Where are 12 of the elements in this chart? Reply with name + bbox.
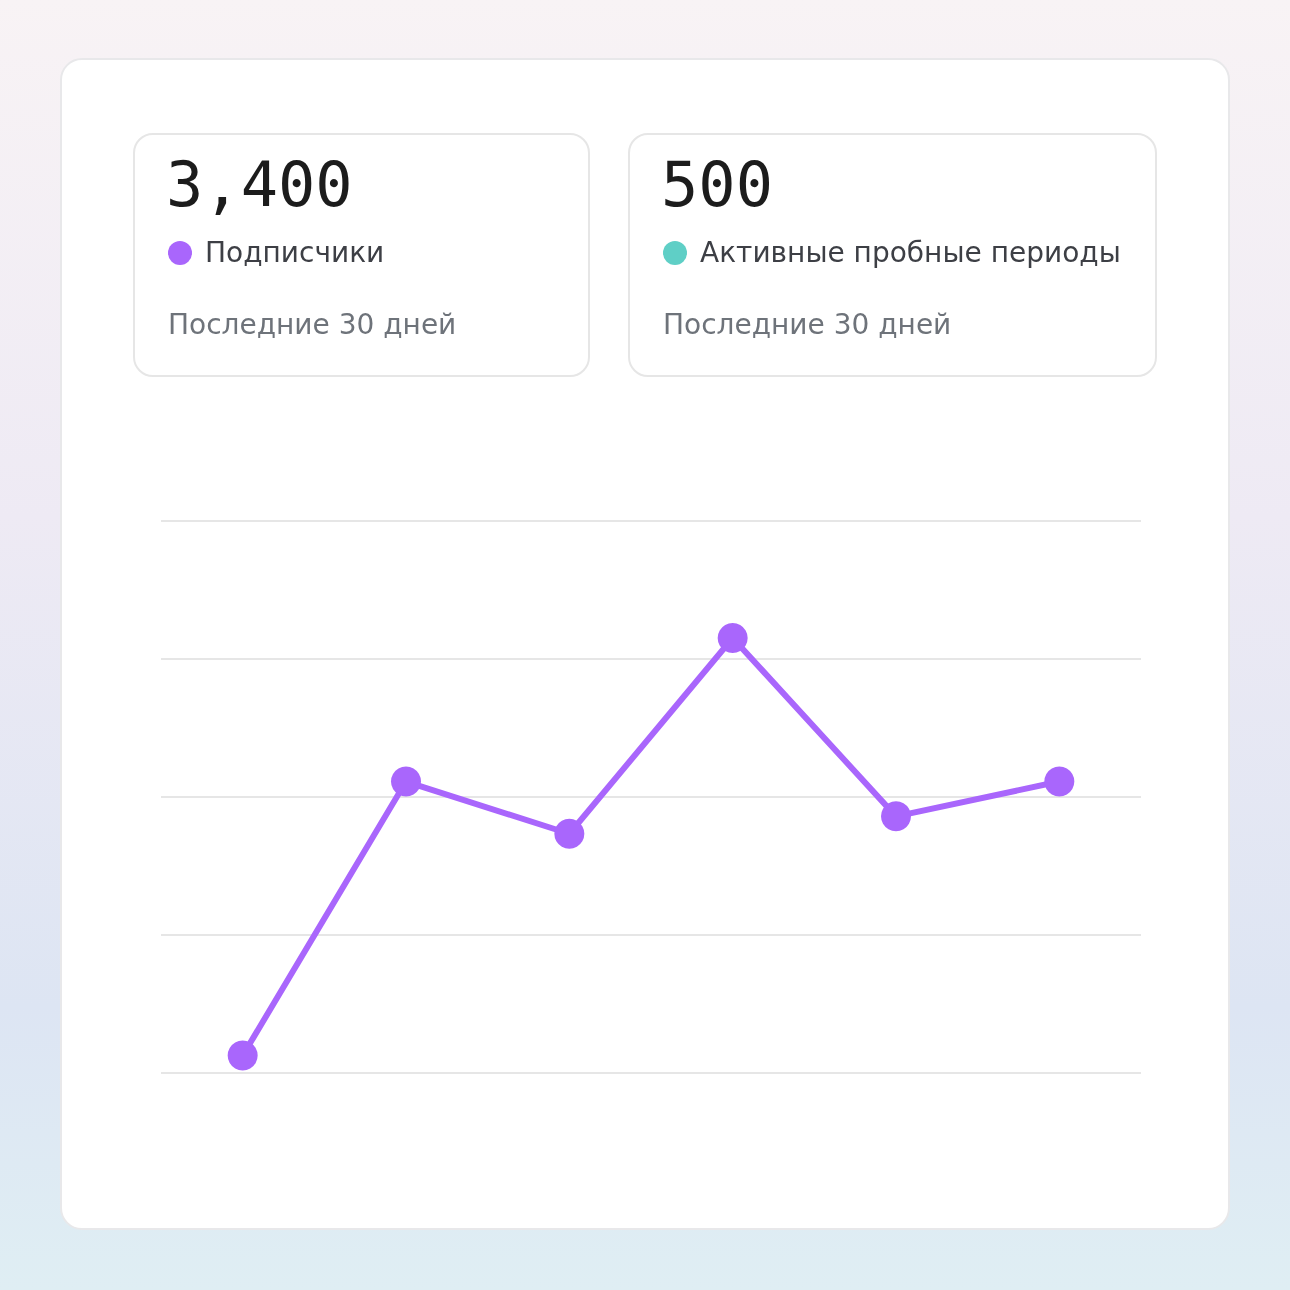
point bbox=[1044, 766, 1075, 797]
point bbox=[881, 801, 911, 832]
text: 500 bbox=[661, 148, 773, 221]
point bbox=[391, 766, 421, 797]
text: 3,400 bbox=[166, 148, 353, 221]
point bbox=[717, 623, 748, 653]
text: Подписчики bbox=[205, 236, 385, 269]
text: Активные пробные периоды bbox=[700, 236, 1121, 269]
text: Последние 30 дней bbox=[168, 308, 457, 341]
point bbox=[227, 1040, 258, 1071]
text: Последние 30 дней bbox=[663, 308, 952, 341]
point bbox=[554, 818, 585, 849]
